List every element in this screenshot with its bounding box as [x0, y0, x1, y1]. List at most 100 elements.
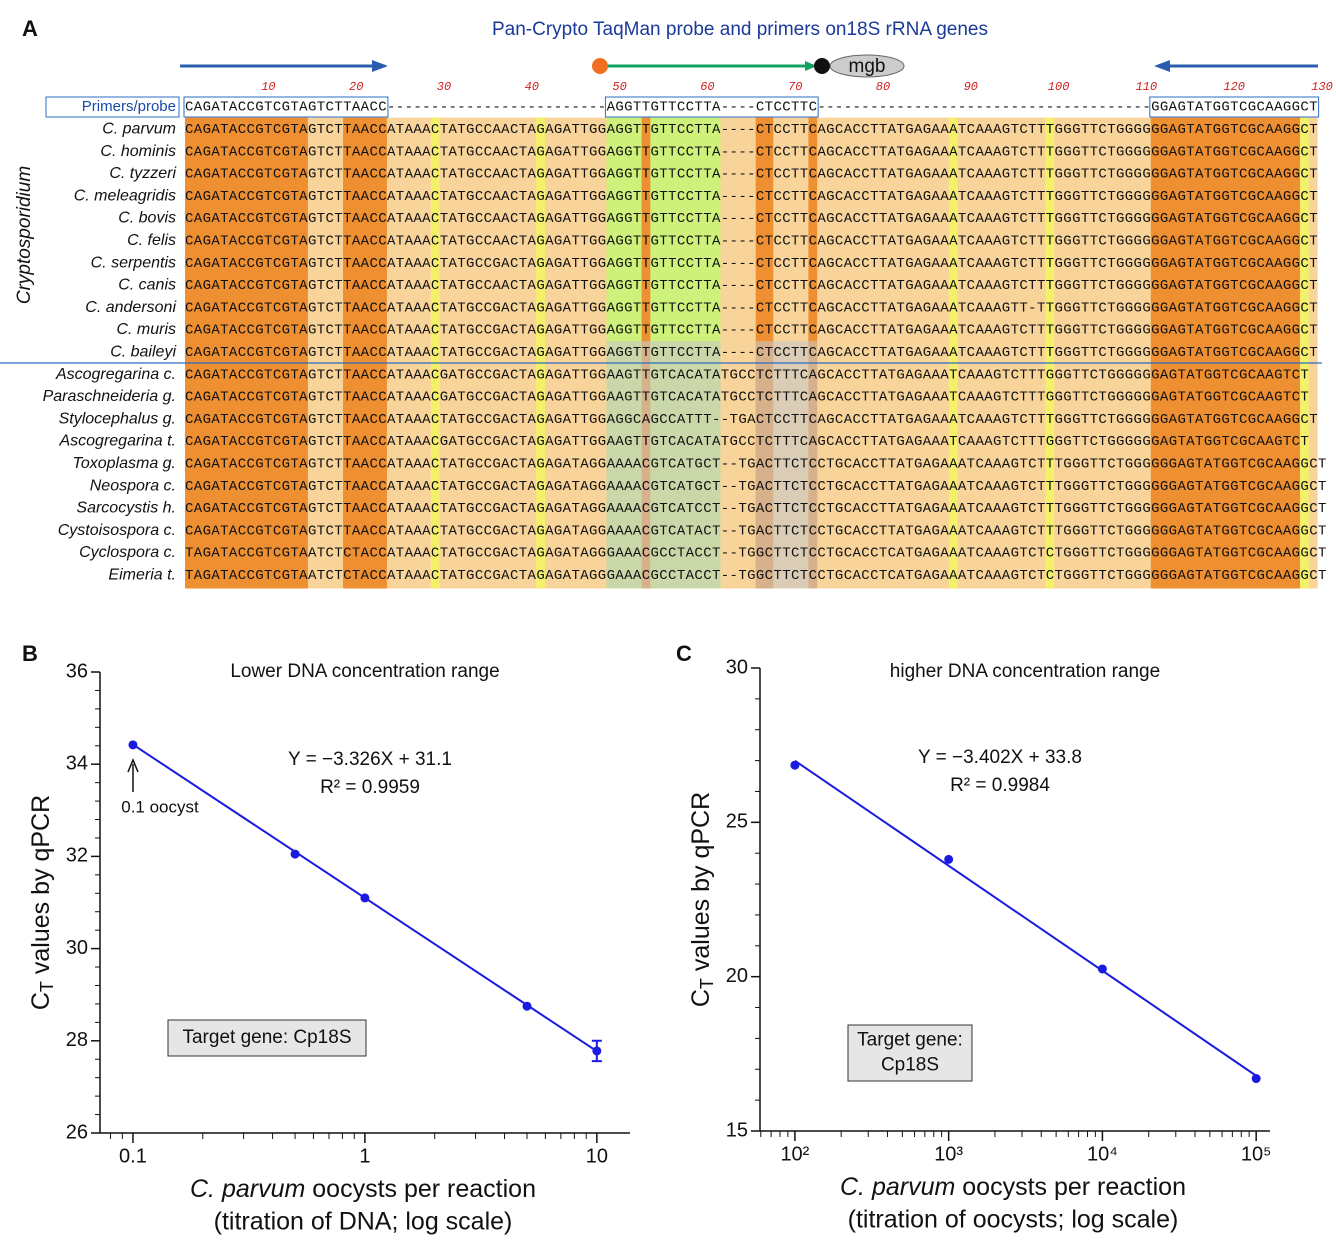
x-tick-label: 10	[586, 1145, 608, 1167]
annotation-box	[847, 1024, 973, 1082]
shade-column	[1045, 117, 1055, 589]
quencher	[814, 58, 830, 74]
reporter-dye	[592, 58, 608, 74]
panel-label: B	[22, 641, 38, 666]
sequence: CAGATACCGTCGTAGTCTTAACCATAAACGATGCCGACTA…	[185, 367, 1309, 383]
species-name: Cystoisospora c.	[58, 522, 176, 539]
sequence: CAGATACCGTCGTAGTCTTAACCATAAACTATGCCAACTA…	[185, 189, 1318, 205]
annotation-box-text: Cp18S	[881, 1055, 939, 1076]
species-name: C. muris	[116, 321, 176, 338]
sequence: CAGATACCGTCGTAGTCTTAACCATAAACGATGCCGACTA…	[185, 390, 1309, 406]
x-tick-label: 10²	[780, 1143, 809, 1165]
sequence: CAGATACCGTCGTAGTCTTAACC-----------------…	[185, 100, 1318, 116]
shade-column	[536, 117, 545, 589]
species-name: C. tyzzeri	[109, 165, 176, 182]
ruler-label: 90	[964, 80, 978, 94]
alignment-shading	[185, 117, 1318, 589]
annotation-box	[167, 1019, 367, 1057]
primer-box	[1149, 96, 1320, 118]
panel-label: C	[676, 641, 692, 666]
sequence: CAGATACCGTCGTAGTCTTAACCATAAACTATGCCGACTA…	[185, 300, 1318, 316]
annotation-box-text: Target gene: Cp18S	[182, 1027, 351, 1048]
ruler-label: 30	[437, 80, 451, 94]
sequence: CAGATACCGTCGTAGTCTTAACCATAAACTATGCCAACTA…	[185, 122, 1318, 138]
xlabel-part: oocysts per reaction	[955, 1173, 1186, 1201]
sequence: CAGATACCGTCGTAGTCTTAACCATAAACTATGCCAACTA…	[185, 278, 1318, 294]
x-tick-label: 10⁴	[1087, 1143, 1118, 1165]
ylabel-part: values by qPCR	[27, 795, 55, 981]
species-name: C. meleagridis	[74, 187, 176, 204]
y-tick-label: 34	[66, 752, 88, 774]
x-tick-label: 10⁵	[1241, 1143, 1272, 1165]
species-name: Stylocephalus g.	[59, 410, 176, 427]
primer-box	[183, 96, 389, 118]
data-point	[522, 1001, 532, 1011]
species-name: Paraschneideria g.	[43, 388, 176, 405]
sequence: CAGATACCGTCGTAGTCTTAACCATAAACGATGCCGACTA…	[185, 434, 1309, 450]
y-tick-label: 30	[66, 937, 88, 959]
species-name: C. felis	[127, 232, 176, 249]
ylabel-part: C	[687, 989, 715, 1007]
data-point	[128, 740, 138, 750]
x-axis-label: C. parvum oocysts per reaction	[840, 1173, 1186, 1201]
shade-column	[1150, 117, 1301, 589]
species-name: Sarcocystis h.	[76, 500, 176, 517]
data-point	[944, 854, 954, 864]
data-point	[360, 893, 370, 903]
species-name: Ascogregarina t.	[58, 433, 176, 450]
sequence: CAGATACCGTCGTAGTCTTAACCATAAACTATGCCGACTA…	[185, 323, 1318, 339]
ruler-label: 60	[700, 80, 714, 94]
arrowhead	[805, 61, 817, 71]
sequence: CAGATACCGTCGTAGTCTTAACCATAAACTATGCCGACTA…	[185, 523, 1326, 539]
ruler-label: 40	[525, 80, 539, 94]
ruler-label: 100	[1048, 80, 1070, 94]
equation: Y = −3.402X + 33.8	[918, 747, 1082, 768]
y-tick-label: 26	[66, 1121, 88, 1143]
label-box	[45, 96, 180, 118]
xlabel-part: oocysts per reaction	[305, 1175, 536, 1203]
ruler-label: 130	[1311, 80, 1333, 94]
alignment: 10 20 30 40 50 60 70 80 90 100 110 120 130 Primers/pr…	[43, 80, 1333, 584]
species-name: Cyclospora c.	[79, 544, 176, 561]
y-tick-label: 25	[726, 811, 748, 833]
xlabel-italic: C. parvum	[840, 1173, 955, 1201]
sequence: TAGATACCGTCGTAATCTCTACCATAAACTATGCCGACTA…	[185, 568, 1326, 584]
y-tick-label: 15	[726, 1119, 748, 1141]
shade-gap	[606, 341, 721, 589]
data-point	[790, 760, 800, 770]
species-name: C. bovis	[118, 210, 176, 227]
y-tick-label: 30	[726, 656, 748, 678]
y-axis-label: CT values by qPCR	[27, 795, 57, 1010]
sequence: CAGATACCGTCGTAGTCTTAACCATAAACTATGCCGACTA…	[185, 479, 1326, 495]
point-annotation: 0.1 oocyst	[121, 797, 199, 816]
y-axis-label: CT values by qPCR	[687, 792, 717, 1007]
fit-line	[794, 759, 1257, 1077]
x-tick-label: 10³	[934, 1143, 963, 1165]
shade-column	[185, 117, 308, 589]
sequence: CAGATACCGTCGTAGTCTTAACCATAAACTATGCCGACTA…	[185, 412, 1318, 428]
xlabel-italic: C. parvum	[190, 1175, 305, 1203]
species-name: C. serpentis	[91, 254, 176, 271]
annotation-box-text: Target gene:	[857, 1030, 963, 1051]
r-squared: R² = 0.9959	[320, 777, 420, 798]
species-name: Neospora c.	[90, 477, 176, 494]
ruler-label: 10	[261, 80, 275, 94]
shade-gap	[755, 341, 818, 589]
mgb-label: mgb	[849, 56, 886, 77]
sequence: TAGATACCGTCGTAATCTCTACCATAAACTATGCCGACTA…	[185, 546, 1326, 562]
ruler-label: 50	[612, 80, 626, 94]
chart-title: higher DNA concentration range	[890, 661, 1160, 682]
panel-title: Pan-Crypto TaqMan probe and primers on18…	[492, 19, 988, 40]
equation: Y = −3.326X + 31.1	[288, 749, 452, 770]
x-axis-label: C. parvum oocysts per reaction	[190, 1175, 536, 1203]
sequence: CAGATACCGTCGTAGTCTTAACCATAAACTATGCCAACTA…	[185, 144, 1318, 160]
y-tick-label: 20	[726, 965, 748, 987]
primers-label: Primers/probe	[82, 98, 176, 115]
r-squared: R² = 0.9984	[950, 775, 1050, 796]
sequence: CAGATACCGTCGTAGTCTTAACCATAAACTATGCCAACTA…	[185, 234, 1318, 250]
shade-column	[1300, 117, 1309, 589]
data-point	[1097, 964, 1107, 974]
x-axis-note: (titration of oocysts; log scale)	[848, 1206, 1179, 1234]
sequence: CAGATACCGTCGTAGTCTTAACCATAAACTATGCCGACTA…	[185, 256, 1318, 272]
